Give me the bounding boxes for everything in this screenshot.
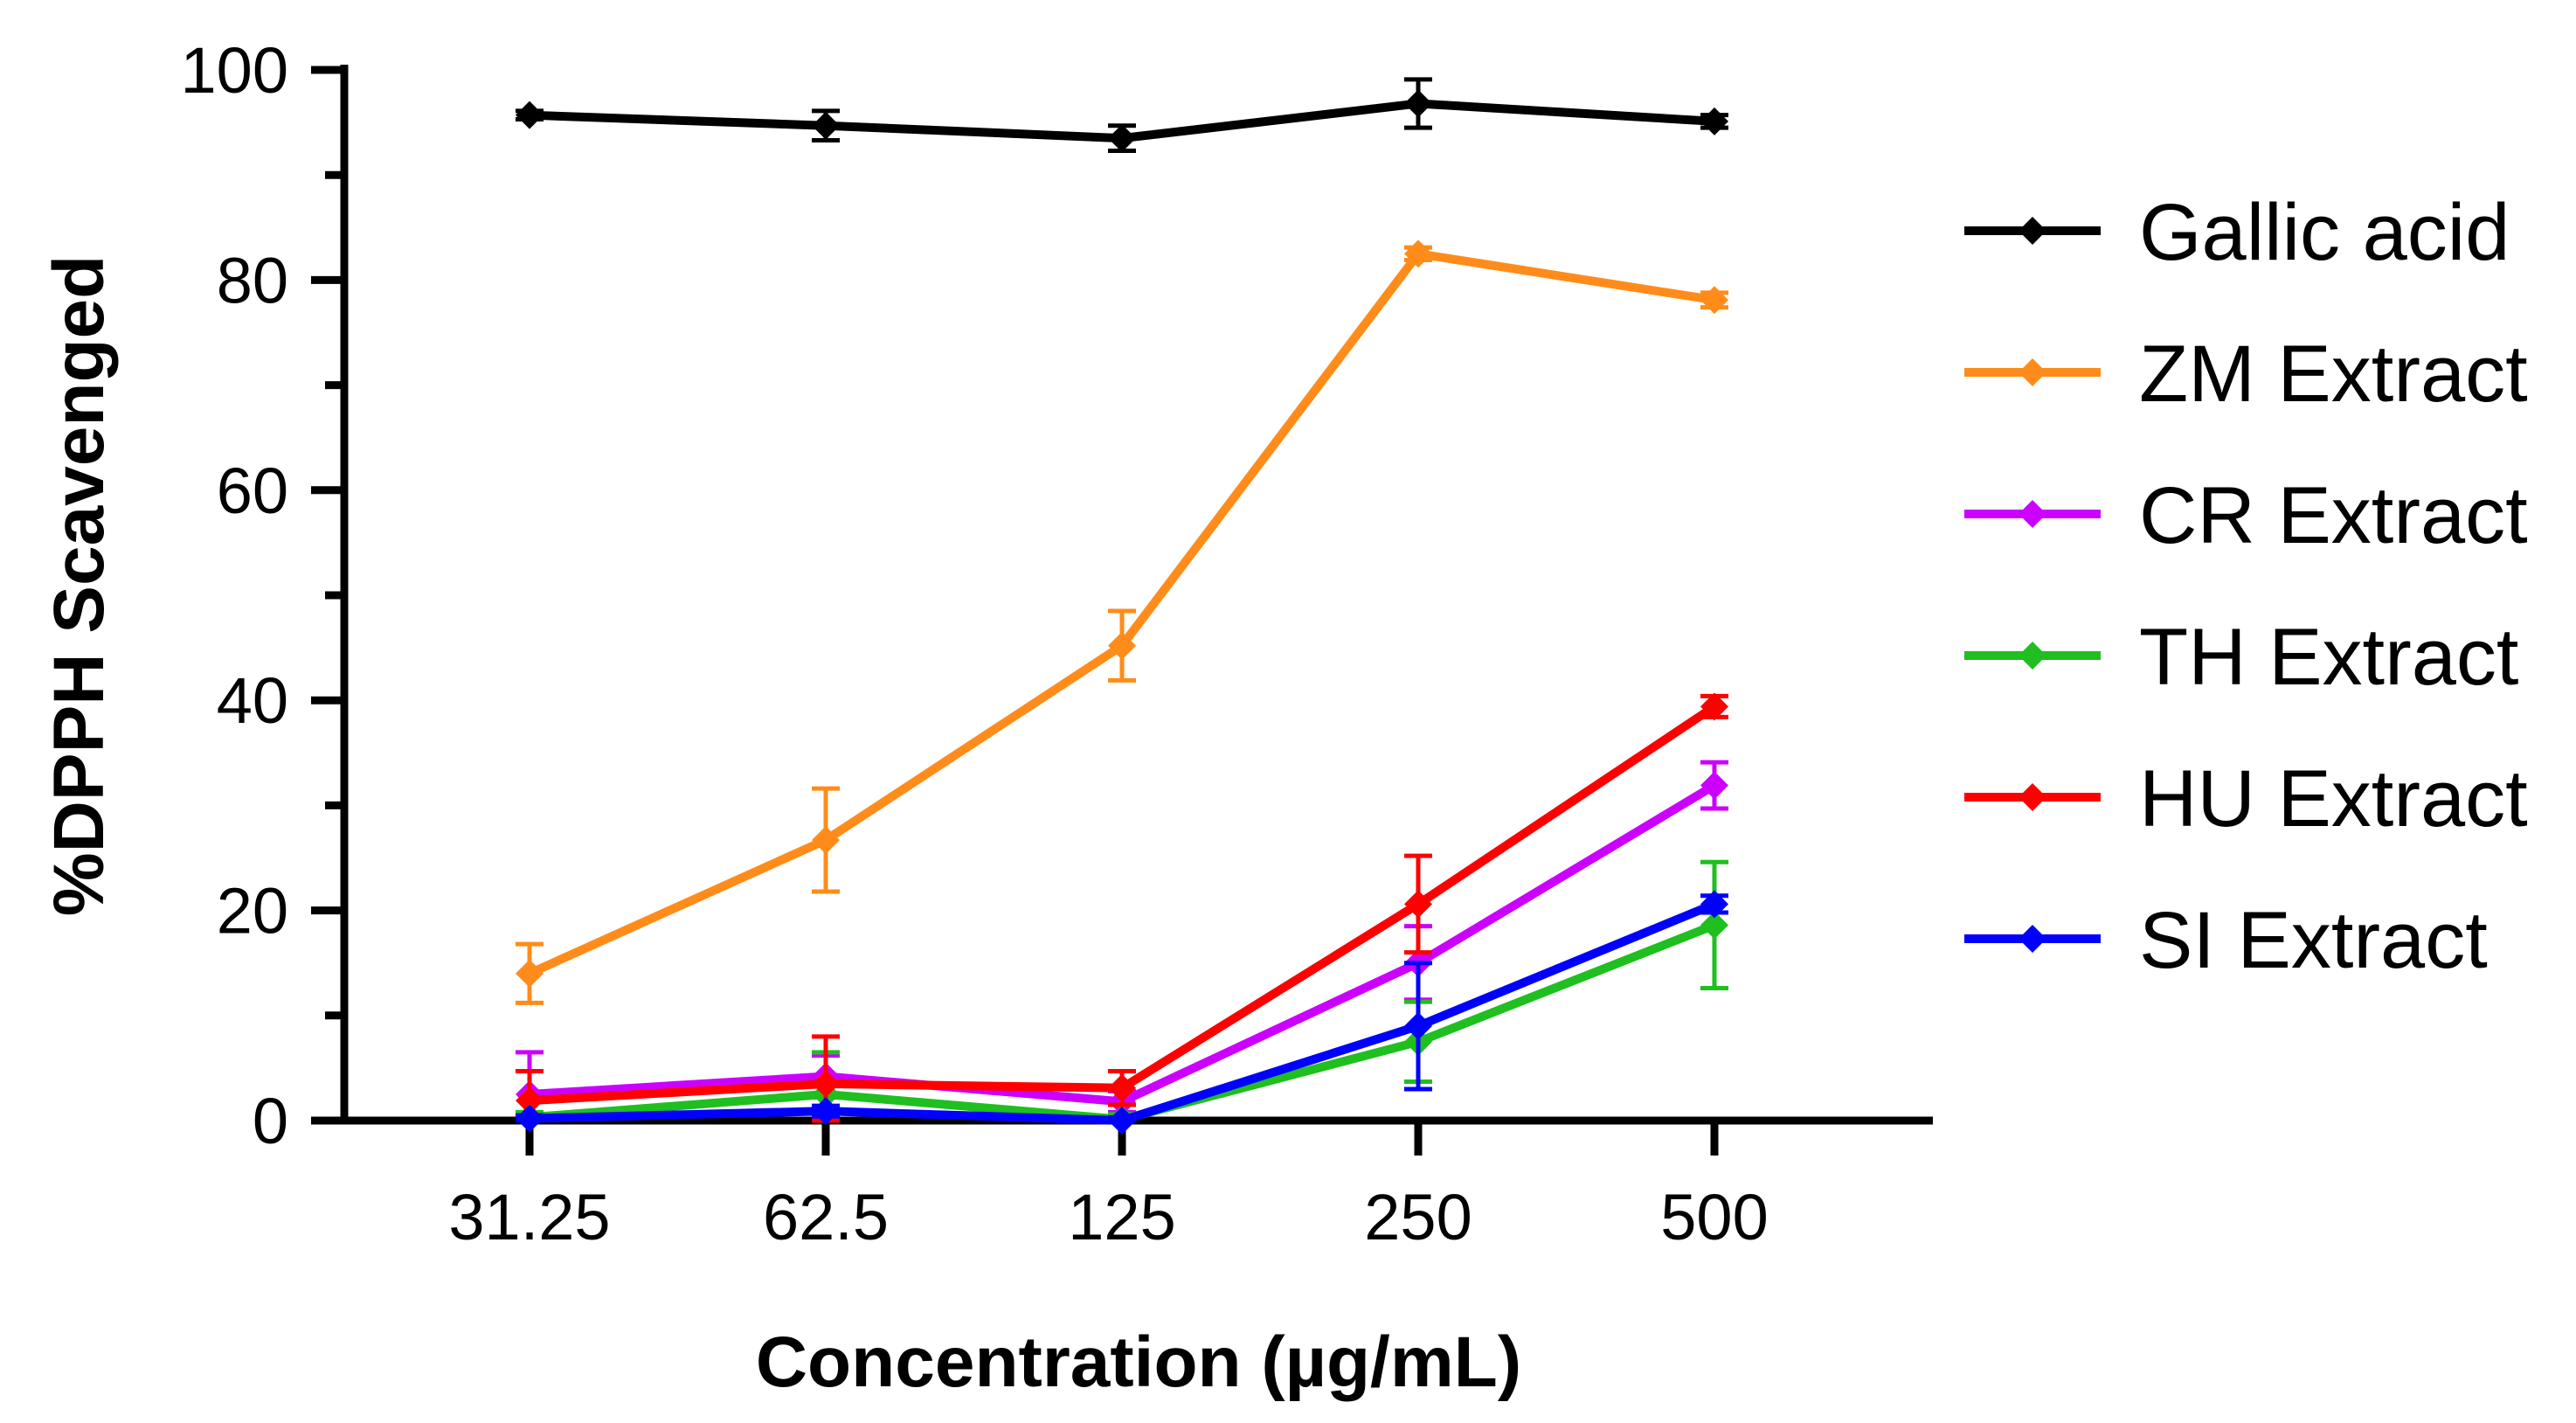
- data-point: [516, 1104, 544, 1133]
- y-ticks: 0 20 40 60 80 100: [181, 34, 344, 1157]
- legend-item-cr-extract: CR Extract: [1964, 471, 2528, 560]
- y-tick-label: 60: [217, 455, 288, 527]
- y-tick-label: 20: [217, 875, 288, 948]
- legend: Gallic acid ZM Extract CR Extract TH Extrac…: [1964, 188, 2528, 985]
- x-tick-label: 62.5: [763, 1181, 889, 1253]
- x-ticks: 31.25 62.5 125 250 500: [448, 1121, 1769, 1253]
- x-tick-label: 125: [1068, 1181, 1175, 1253]
- data-point: [1700, 771, 1728, 800]
- data-point: [1404, 239, 1432, 268]
- data-point: [516, 1086, 544, 1115]
- axes: 0 20 40 60 80 100 31.25 62.5 125 250 500: [181, 34, 1933, 1253]
- legend-marker: [2019, 642, 2046, 670]
- data-point: [1700, 890, 1728, 919]
- data-point: [1700, 286, 1728, 315]
- data-point: [516, 101, 544, 129]
- legend-label: ZM Extract: [2139, 330, 2528, 419]
- x-axis-title: Concentration (µg/mL): [756, 1322, 1521, 1402]
- legend-label: CR Extract: [2139, 471, 2528, 560]
- data-point: [1700, 692, 1728, 721]
- x-tick-label: 500: [1660, 1181, 1768, 1253]
- series-gallic-acid: [516, 77, 1728, 154]
- legend-item-hu-extract: HU Extract: [1964, 754, 2528, 843]
- data-point: [516, 959, 544, 988]
- legend-label: HU Extract: [2139, 754, 2528, 843]
- y-tick-label: 80: [217, 244, 288, 316]
- legend-item-th-extract: TH Extract: [1964, 613, 2518, 702]
- legend-item-gallic-acid: Gallic acid: [1964, 188, 2510, 277]
- data-point: [812, 1069, 840, 1098]
- y-tick-label: 0: [253, 1085, 288, 1157]
- data-point: [1108, 1073, 1136, 1102]
- legend-item-si-extract: SI Extract: [1964, 896, 2488, 985]
- y-tick-label: 40: [217, 664, 288, 737]
- legend-marker: [2019, 500, 2046, 528]
- data-point: [812, 1097, 840, 1126]
- data-point: [1404, 1011, 1432, 1040]
- series-zm-extract: [516, 239, 1728, 1005]
- x-tick-label: 31.25: [448, 1181, 610, 1253]
- data-point: [1700, 911, 1728, 940]
- legend-marker: [2019, 358, 2046, 386]
- data-point: [1700, 107, 1728, 135]
- data-point: [1108, 1107, 1136, 1135]
- data-point: [812, 826, 840, 855]
- legend-marker: [2019, 783, 2046, 811]
- legend-marker: [2019, 925, 2046, 953]
- x-tick-label: 250: [1364, 1181, 1472, 1253]
- legend-label: SI Extract: [2139, 896, 2488, 985]
- series-layer: [516, 77, 1728, 1135]
- legend-label: Gallic acid: [2139, 188, 2510, 277]
- data-point: [1108, 124, 1136, 153]
- y-tick-label: 100: [181, 34, 288, 107]
- data-point: [1404, 89, 1432, 118]
- series-line: [525, 702, 1719, 1106]
- data-point: [812, 111, 840, 140]
- data-point: [1108, 631, 1136, 660]
- legend-label: TH Extract: [2139, 613, 2518, 702]
- legend-item-zm-extract: ZM Extract: [1964, 330, 2528, 419]
- series-si-extract: [516, 890, 1728, 1135]
- data-point: [1404, 890, 1432, 919]
- series-line: [525, 781, 1719, 1107]
- y-axis-title: %DPPH Scavenged: [39, 255, 119, 917]
- series-hu-extract: [516, 692, 1728, 1123]
- legend-marker: [2019, 217, 2046, 245]
